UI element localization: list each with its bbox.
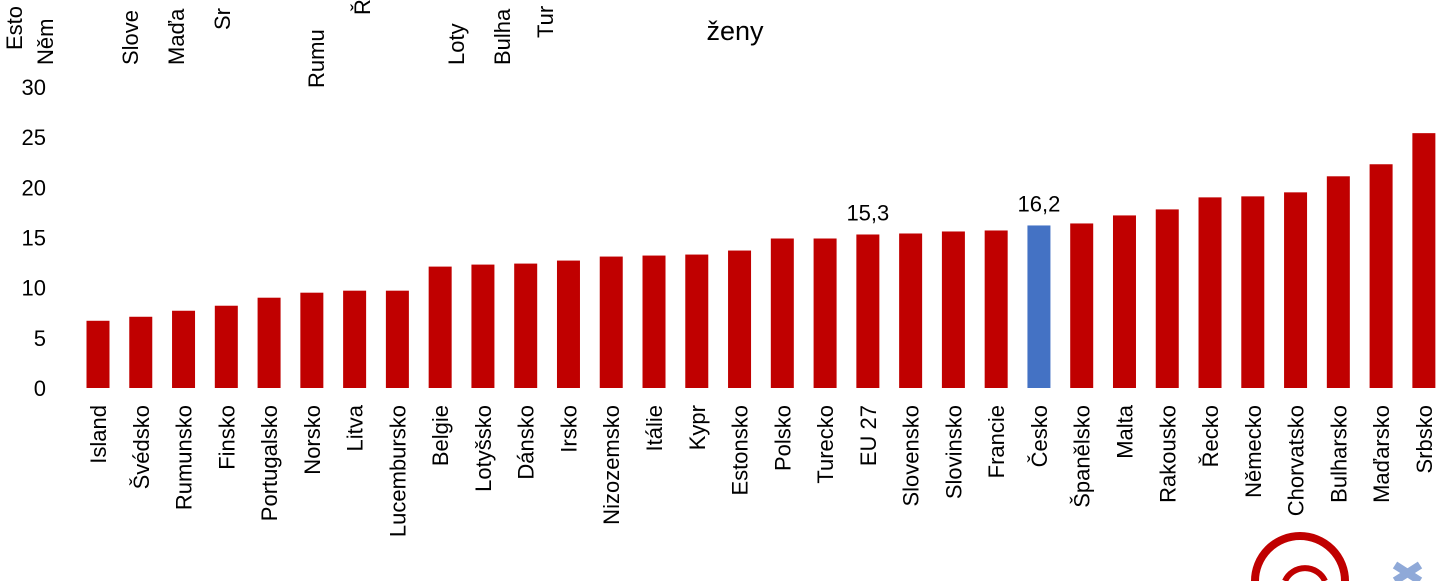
bar [129,316,153,388]
x-tick-label: Norsko [300,405,325,475]
bar [471,264,495,388]
bar [984,230,1008,388]
y-tick-label: 30 [22,75,46,100]
bar [300,292,324,388]
x-tick-label: Nizozemsko [599,405,624,525]
y-tick-label: 25 [22,125,46,150]
y-tick-label: 5 [34,326,46,351]
clipped-label: Esto [2,6,27,50]
y-tick-label: 20 [22,175,46,200]
clipped-label: Bulha [490,8,515,65]
bar [1412,133,1436,388]
x-tick-label: EU 27 [856,405,881,466]
clipped-label: Maďa [164,8,189,65]
bar [642,255,666,388]
bar [941,231,965,388]
clipped-label: Něm [33,19,58,65]
x-tick-label: Lucembursko [385,405,410,537]
data-label: 16,2 [1018,191,1061,216]
bar [728,250,752,388]
x-tick-label: Španělsko [1070,405,1095,508]
clipped-label: Sr [210,8,235,30]
x-tick-label: Polsko [770,405,795,471]
x-tick-label: Chorvatsko [1284,405,1309,516]
bar [1112,215,1136,388]
bar [1027,225,1051,388]
x-tick-label: Maďarsko [1369,405,1394,503]
y-tick-label: 15 [22,226,46,251]
x-tick-label: Litva [343,404,368,451]
x-tick-label: Kypr [685,405,710,450]
x-tick-label: Bulharsko [1326,405,1351,503]
bar [1241,196,1265,388]
x-tick-label: Německo [1241,405,1266,498]
clipped-label: Tur [533,6,558,38]
bar [1326,176,1350,388]
x-tick-label: Island [86,405,111,464]
x-tick-label: Portugalsko [257,405,282,521]
logo [1251,532,1423,581]
x-tick-label: Česko [1027,405,1052,467]
bar [172,310,196,388]
bar [214,305,238,388]
x-tick-label: Belgie [428,405,453,466]
bar [257,297,281,388]
clipped-label: Ř [350,0,375,15]
bar [1369,164,1393,388]
bar [770,238,794,388]
x-tick-label: Finsko [214,405,239,470]
bar [1070,223,1094,388]
x-tick-label: Lotyšsko [471,405,496,492]
data-label: 15,3 [846,200,889,225]
bar [899,233,923,388]
x-tick-label: Srbsko [1412,405,1437,473]
bar [385,290,409,388]
x-tick-label: Řecko [1198,405,1223,467]
bar [813,238,837,388]
x-tick-label: Itálie [642,405,667,451]
clipped-label: Rumu [304,29,329,88]
x-tick-label: Turecko [813,405,838,484]
bar [685,254,709,388]
bar [556,260,580,388]
x-tick-label: Dánsko [514,405,539,480]
x-tick-label: Slovensko [899,405,924,507]
x-tick-label: Malta [1112,404,1137,459]
bar [343,290,367,388]
bar [1198,197,1222,388]
x-tick-label: Francie [984,405,1009,478]
bar [428,266,452,388]
clipped-label: Loty [444,23,469,65]
x-tick-label: Rumunsko [172,405,197,510]
x-tick-label: Irsko [556,405,581,453]
chart-title: ženy [706,16,764,46]
bar [514,263,538,388]
x-tick-label: Rakousko [1155,405,1180,503]
bar [86,320,110,388]
x-tick-label: Švédsko [129,405,154,489]
bar [1284,192,1308,388]
clipped-label: Slove [118,10,143,65]
x-tick-label: Slovinsko [941,405,966,499]
x-tick-label: Estonsko [728,405,753,496]
bar [1155,209,1179,388]
y-tick-label: 10 [22,276,46,301]
y-tick-label: 0 [34,376,46,401]
bar [599,256,623,388]
bar [856,234,880,388]
